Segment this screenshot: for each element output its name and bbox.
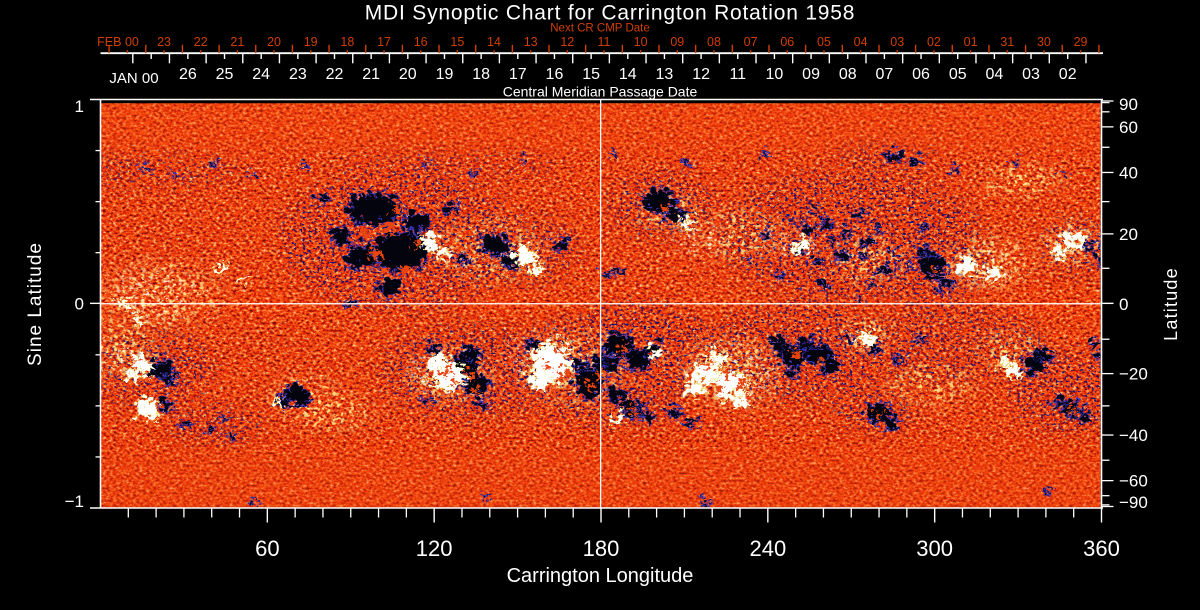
- svg-text:300: 300: [916, 536, 953, 561]
- svg-text:Sine Latitude: Sine Latitude: [25, 242, 46, 366]
- svg-text:24: 24: [252, 66, 270, 83]
- svg-text:06: 06: [780, 35, 794, 49]
- svg-text:20: 20: [1119, 225, 1138, 244]
- svg-text:22: 22: [326, 66, 344, 83]
- svg-text:Next CR CMP Date: Next CR CMP Date: [550, 23, 649, 35]
- svg-text:08: 08: [839, 66, 857, 83]
- svg-text:17: 17: [377, 35, 391, 49]
- svg-text:10: 10: [634, 35, 648, 49]
- svg-text:−1: −1: [65, 492, 84, 511]
- svg-text:22: 22: [194, 35, 208, 49]
- svg-text:12: 12: [560, 35, 574, 49]
- svg-text:31: 31: [1000, 35, 1014, 49]
- svg-text:25: 25: [216, 66, 234, 83]
- svg-text:20: 20: [399, 66, 417, 83]
- svg-text:12: 12: [692, 66, 710, 83]
- svg-text:14: 14: [487, 35, 501, 49]
- svg-text:120: 120: [416, 536, 453, 561]
- svg-text:0: 0: [75, 294, 84, 313]
- svg-text:04: 04: [854, 35, 868, 49]
- svg-text:−20: −20: [1119, 365, 1148, 384]
- svg-text:11: 11: [729, 66, 746, 83]
- svg-text:18: 18: [472, 66, 490, 83]
- svg-text:JAN 00: JAN 00: [109, 70, 158, 87]
- svg-text:04: 04: [985, 66, 1003, 83]
- svg-text:05: 05: [949, 66, 967, 83]
- svg-text:40: 40: [1119, 163, 1138, 182]
- svg-text:05: 05: [817, 35, 831, 49]
- svg-text:−40: −40: [1119, 426, 1148, 445]
- svg-text:03: 03: [1022, 66, 1040, 83]
- svg-text:03: 03: [890, 35, 904, 49]
- svg-text:60: 60: [255, 536, 279, 561]
- svg-text:23: 23: [157, 35, 171, 49]
- svg-text:23: 23: [289, 66, 307, 83]
- svg-text:Central Meridian Passage Date: Central Meridian Passage Date: [503, 84, 698, 100]
- svg-text:−90: −90: [1119, 493, 1148, 512]
- svg-text:90: 90: [1119, 95, 1138, 114]
- svg-text:07: 07: [744, 35, 758, 49]
- svg-text:07: 07: [876, 66, 894, 83]
- svg-text:16: 16: [546, 66, 564, 83]
- svg-text:180: 180: [583, 536, 620, 561]
- svg-text:−60: −60: [1119, 472, 1148, 491]
- svg-text:21: 21: [362, 66, 380, 83]
- svg-text:Latitude: Latitude: [1161, 267, 1181, 341]
- svg-text:08: 08: [707, 35, 721, 49]
- svg-text:0: 0: [1119, 295, 1128, 314]
- svg-text:02: 02: [1059, 66, 1077, 83]
- svg-text:29: 29: [1074, 35, 1088, 49]
- svg-text:MDI Synoptic Chart for Car: MDI Synoptic Chart for Carrington Rotati…: [365, 2, 855, 25]
- svg-text:13: 13: [524, 35, 538, 49]
- svg-text:10: 10: [766, 66, 784, 83]
- svg-text:60: 60: [1119, 118, 1138, 137]
- svg-text:1: 1: [75, 97, 84, 116]
- svg-text:13: 13: [656, 66, 674, 83]
- svg-text:360: 360: [1083, 536, 1120, 561]
- svg-text:240: 240: [749, 536, 786, 561]
- svg-text:15: 15: [450, 35, 464, 49]
- svg-text:26: 26: [179, 66, 197, 83]
- svg-text:11: 11: [597, 35, 610, 49]
- svg-text:30: 30: [1037, 35, 1051, 49]
- svg-text:09: 09: [670, 35, 684, 49]
- svg-text:Carrington Longitude: Carrington Longitude: [507, 565, 694, 587]
- svg-text:FEB 00: FEB 00: [97, 35, 139, 49]
- svg-text:19: 19: [436, 66, 454, 83]
- svg-text:06: 06: [912, 66, 930, 83]
- svg-text:17: 17: [509, 66, 527, 83]
- svg-text:20: 20: [267, 35, 281, 49]
- svg-text:09: 09: [802, 66, 820, 83]
- svg-text:14: 14: [619, 66, 637, 83]
- svg-text:15: 15: [582, 66, 600, 83]
- svg-text:18: 18: [340, 35, 354, 49]
- svg-text:19: 19: [304, 35, 318, 49]
- svg-text:01: 01: [964, 35, 978, 49]
- svg-text:21: 21: [230, 35, 244, 49]
- svg-text:02: 02: [927, 35, 941, 49]
- svg-text:16: 16: [414, 35, 428, 49]
